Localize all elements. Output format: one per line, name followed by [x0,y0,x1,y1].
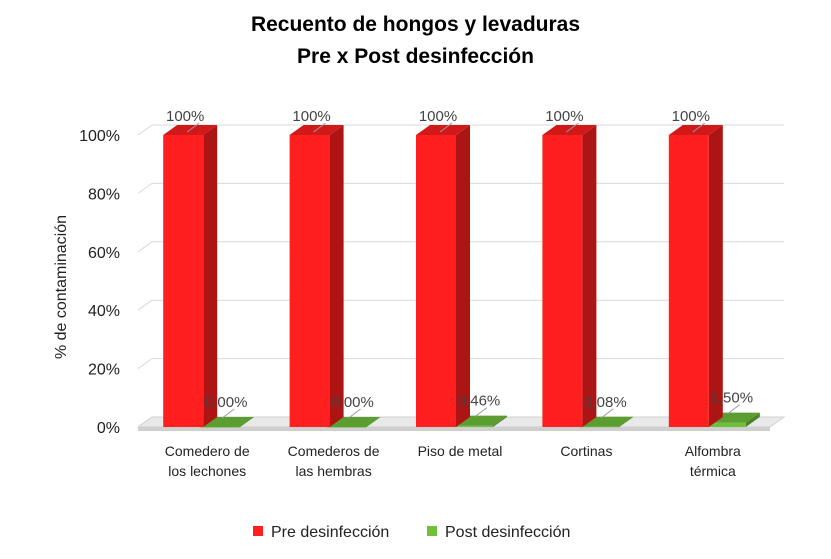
chart-title: Recuento de hongos y levaduras [250,13,581,36]
data-label-pre: 100% [166,108,204,125]
data-label-leader [348,408,361,419]
category-label: Piso de metal [418,443,503,459]
legend-item-post: Post desinfección [427,524,570,542]
bar-post-front [705,422,746,427]
floor-front [138,427,770,431]
gridline-diag [137,124,153,136]
data-label-post: 0,00% [205,394,248,411]
data-label-pre: 100% [292,108,330,125]
category-label: Comedero de [165,443,250,459]
bar-pre-side [203,125,218,427]
y-ticks: 0% 20% 40% 60% 80% 100% [79,128,120,437]
bar-pre-front [289,135,330,427]
category-label: las hembras [295,463,371,479]
gridline-diag [137,299,153,311]
bar-pre [416,125,470,427]
chart-subtitle: Pre x Post desinfección [297,45,534,68]
y-tick-label: 60% [88,245,120,262]
bar-pre-side [708,125,723,427]
bar-post-side [619,416,634,427]
legend-swatch-pre [253,526,263,536]
data-label-leader [601,408,614,419]
data-label-leader [439,122,453,133]
bar-pre-front [163,135,204,427]
bar-pre-side [456,125,470,427]
bar-post-front [200,427,241,428]
category-label: Cortinas [560,443,612,459]
data-label-pre: 100% [672,108,710,125]
data-label-leader [566,122,579,133]
bars [163,125,760,428]
category-labels: Comedero de los lechones Comederos de las h… [165,443,741,479]
y-axis-label: % de contaminación [53,215,70,359]
data-label-leader [186,122,200,133]
bar-pre [668,125,723,427]
data-label-post: 0,46% [458,393,501,410]
category-label: los lechones [168,463,246,479]
bar-pre [289,125,344,427]
data-label-post: 0,00% [331,394,374,411]
y-tick-label: 0% [97,420,120,437]
legend-label-post: Post desinfección [445,524,571,541]
data-label-leader [313,122,326,133]
bar-pre-side [582,125,597,427]
y-tick-label: 100% [79,128,120,145]
bar-post-front [579,426,620,428]
bar-pre-side [329,125,344,427]
bar-pre-front [542,135,583,427]
bar-pre [542,125,597,427]
gridline-diag [137,358,153,370]
y-tick-label: 40% [88,303,120,320]
legend-item-pre: Pre desinfección [253,524,389,542]
y-tick-label: 80% [88,186,120,203]
legend-swatch-post [427,526,437,536]
data-label-leader [474,407,488,418]
bar-post-side [745,412,760,427]
data-label-pre: 100% [419,108,457,125]
bar-post-side [493,415,507,427]
data-label-post: 0,08% [584,394,627,411]
bar-pre-front [416,135,456,427]
data-label-leader [692,122,706,133]
bar-pre [163,125,218,427]
gridline-diag [137,241,153,253]
bar-pre-front [668,135,709,427]
bar-post-front [453,425,493,427]
category-label: térmica [690,463,736,479]
data-label-leader [727,404,741,415]
data-label-post: 1,50% [711,390,754,407]
data-label-pre: 100% [545,108,583,125]
category-label: Alfombra [685,443,741,459]
data-label-leader [221,408,235,419]
category-label: Comederos de [288,443,380,459]
bar-post-front [326,427,367,428]
y-tick-label: 20% [88,362,120,379]
data-labels: 100% 0,00% 100% 0,00% 100% 0,46% 100% 0,08% 100%… [166,108,754,419]
legend-label-pre: Pre desinfección [271,524,390,541]
gridline-diag [137,182,153,194]
